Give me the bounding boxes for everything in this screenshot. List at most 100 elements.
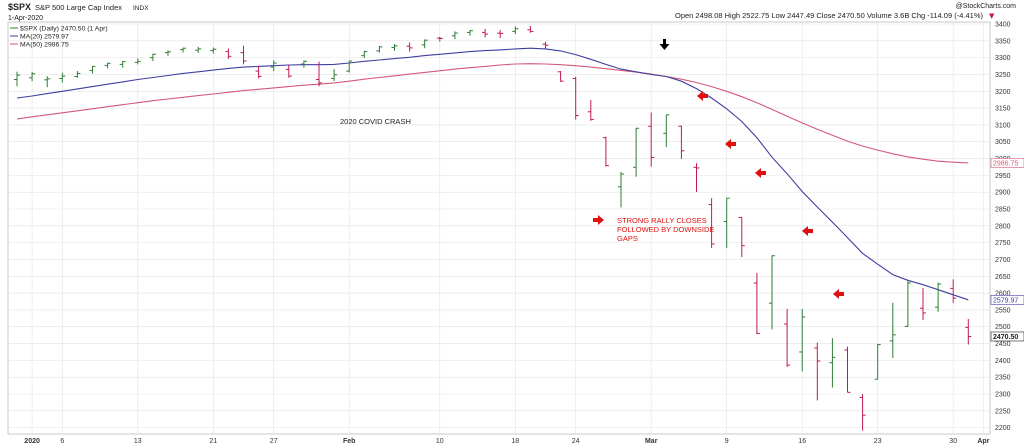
price-bar: [799, 308, 806, 372]
y-tick-label: 2250: [995, 408, 1011, 415]
legend-price: $SPX (Daily) 2470.50 (1 Apr): [20, 26, 108, 33]
price-bar: [738, 216, 745, 258]
price-bar: [935, 282, 942, 312]
red-left-arrow-icon: [725, 139, 736, 149]
x-tick-label: 6: [60, 438, 64, 445]
price-bar: [421, 39, 428, 49]
x-tick-label: 2020: [24, 438, 40, 445]
price-bar: [482, 29, 489, 38]
x-tick-label: 27: [270, 438, 278, 445]
price-bar: [859, 394, 866, 431]
price-bar: [874, 343, 881, 380]
y-tick-label: 2550: [995, 307, 1011, 314]
price-bar: [648, 112, 655, 167]
price-bar: [920, 288, 926, 320]
x-tick-label: 10: [436, 438, 444, 445]
chart-date: 1-Apr-2020: [8, 15, 43, 22]
watermark: @StockCharts.com: [956, 3, 1017, 10]
plot-area: [7, 21, 991, 435]
price-bar: [512, 26, 519, 35]
price-bar: [950, 279, 957, 303]
y-tick-label: 3150: [995, 106, 1011, 113]
price-bar: [587, 100, 594, 121]
price-bar: [904, 280, 911, 327]
price-bar: [331, 69, 338, 82]
price-bar: [784, 308, 791, 368]
price-bar: [602, 136, 609, 167]
price-bar: [497, 30, 504, 39]
price-bar: [270, 60, 277, 72]
ma50-price-label-box: [990, 158, 1024, 168]
exchange: INDX: [133, 5, 149, 12]
ohlc-line: Open 2498.08 High 2522.75 Low 2447.49 Cl…: [675, 11, 983, 20]
ma50-line: [16, 63, 969, 164]
price-bar: [44, 76, 51, 88]
price-bar: [165, 50, 171, 56]
price-bar: [965, 318, 972, 345]
price-bar: [255, 66, 262, 79]
price-bar: [376, 45, 383, 53]
price-labels: 2986.75 2579.97 2470.50: [990, 158, 1024, 342]
red-left-arrow-icon: [697, 91, 708, 101]
y-tick-label: 3400: [995, 22, 1011, 29]
x-tick-label: 9: [725, 438, 729, 445]
price-bar: [119, 61, 126, 68]
price-bar: [361, 50, 368, 58]
x-tick-label: Mar: [645, 438, 658, 445]
y-tick-label: 2650: [995, 274, 1011, 281]
price-bar: [557, 71, 564, 82]
y-tick-label: 2800: [995, 223, 1011, 230]
x-tick-label: 24: [572, 438, 580, 445]
rally-annotation: STRONG RALLY CLOSES FOLLOWED BY DOWNSIDE…: [617, 216, 714, 243]
y-tick-label: 3350: [995, 38, 1011, 45]
y-tick-label: 3300: [995, 55, 1011, 62]
price-bar: [572, 76, 579, 120]
price-bar: [285, 65, 292, 78]
price-bar: [467, 30, 473, 36]
legend-ma20: MA(20) 2579.97: [20, 34, 69, 41]
y-tick-label: 2950: [995, 173, 1011, 180]
rally-annotation-line-3: GAPS: [617, 234, 638, 243]
ma20-price-label: 2579.97: [993, 297, 1018, 304]
y-tick-label: 2900: [995, 190, 1011, 197]
legend: $SPX (Daily) 2470.50 (1 Apr) MA(20) 2579…: [10, 26, 108, 49]
price-bar: [814, 342, 821, 401]
y-tick-label: 3050: [995, 139, 1011, 146]
x-tick-label: Feb: [343, 438, 355, 445]
price-bar: [225, 48, 232, 59]
price-bar: [889, 302, 896, 359]
price-bar: [74, 71, 81, 78]
price-bar: [436, 36, 443, 42]
change-down-icon: ▼: [989, 12, 995, 20]
price-bar: [346, 60, 353, 73]
x-tick-label: 23: [874, 438, 882, 445]
y-tick-label: 3100: [995, 122, 1011, 129]
x-tick-label: 21: [209, 438, 217, 445]
y-axis: 2200 2250 2300 2350 2400 2450 2500 2550 2600 2650…: [995, 22, 1011, 433]
price-bar: [829, 338, 836, 388]
close-price-label-box: [990, 331, 1024, 342]
price-bar: [844, 346, 851, 393]
price-bar: [300, 60, 307, 68]
price-bar: [753, 272, 760, 335]
symbol: $SPX: [8, 2, 31, 12]
price-bar: [149, 53, 156, 61]
rally-annotation-line-1: STRONG RALLY CLOSES: [617, 216, 707, 225]
y-tick-label: 2450: [995, 341, 1011, 348]
x-tick-label: 30: [949, 438, 957, 445]
y-tick-label: 3250: [995, 72, 1011, 79]
price-bar: [663, 114, 670, 148]
x-axis: 2020 6 13 21 27 Feb 10 18 24 Mar 9 16 23 30 Apr: [24, 438, 989, 445]
y-tick-label: 2700: [995, 257, 1011, 264]
price-bar: [391, 44, 398, 51]
y-tick-label: 2350: [995, 375, 1011, 382]
price-bars: [14, 26, 972, 431]
x-tick-label: Apr: [977, 438, 989, 445]
black-down-arrow-icon: [659, 39, 670, 50]
y-tick-label: 2400: [995, 358, 1011, 365]
price-bar: [29, 71, 36, 82]
price-bar: [406, 42, 413, 52]
red-left-arrow-icon: [755, 168, 766, 178]
index-name: S&P 500 Large Cap Index: [35, 3, 122, 12]
y-tick-label: 2750: [995, 240, 1011, 247]
